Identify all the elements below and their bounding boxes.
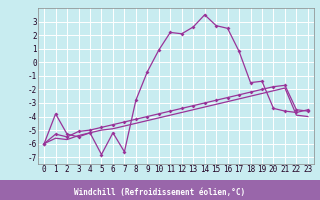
Text: Windchill (Refroidissement éolien,°C): Windchill (Refroidissement éolien,°C) [75, 188, 245, 196]
